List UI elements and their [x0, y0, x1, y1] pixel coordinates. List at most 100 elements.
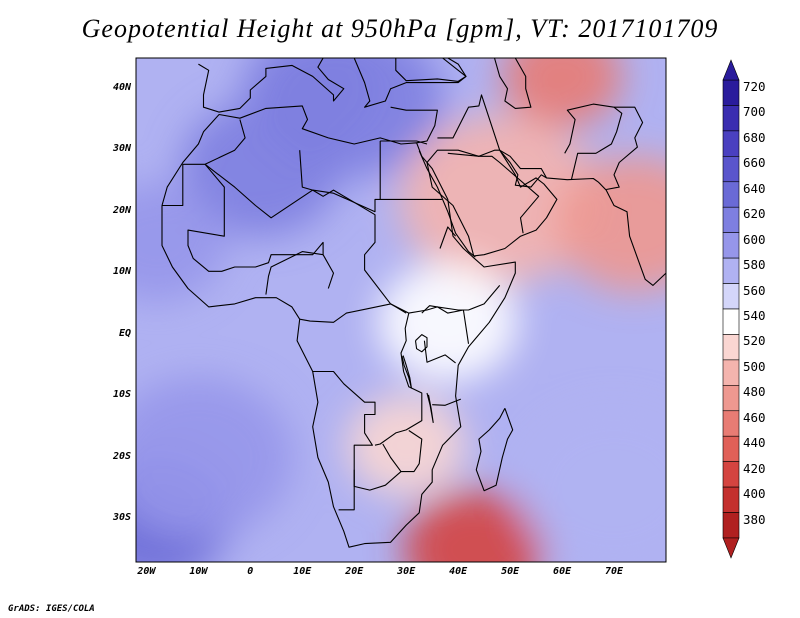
lon-label: 60E [553, 566, 572, 577]
lon-label: 20E [345, 566, 364, 577]
coastline-4 [390, 106, 438, 144]
field-india [554, 155, 666, 292]
colorbar-box [722, 308, 740, 335]
border-0 [204, 141, 381, 219]
colorbar-level-label: 460 [743, 409, 766, 425]
colorbar-box [722, 206, 740, 233]
colorbar-level-label: 520 [743, 333, 766, 349]
coastline-3 [353, 58, 467, 108]
colorbar-box [722, 359, 740, 386]
colorbar [722, 59, 740, 559]
coastline-9 [418, 150, 476, 258]
colorbar-level-label: 700 [743, 104, 766, 120]
coastline-13 [426, 392, 434, 424]
colorbar-bottom-arrow [722, 537, 740, 559]
colorbar-level-label: 680 [743, 129, 766, 145]
lat-label: 20N [112, 204, 131, 216]
coastline-8 [395, 58, 467, 82]
colorbar-level-label: 720 [743, 79, 766, 94]
colorbar-level-label: 540 [743, 308, 766, 323]
colorbar-box [722, 385, 740, 412]
colorbar-box [722, 181, 740, 208]
colorbar-level-label: 400 [743, 486, 766, 502]
lon-label: 70E [605, 566, 624, 577]
colorbar-box [722, 410, 740, 437]
colorbar-level-label: 560 [743, 282, 766, 298]
grads-credit: GrADS: IGES/COLA [8, 604, 95, 614]
lon-label: 10E [293, 566, 312, 577]
field-east-africa [377, 262, 518, 382]
colorbar-level-label: 600 [743, 231, 766, 247]
border-5 [299, 303, 407, 323]
border-17 [564, 103, 623, 180]
colorbar-level-label: 620 [743, 206, 766, 222]
colorbar-box [722, 461, 740, 488]
border-3 [187, 163, 335, 289]
field-moz-channel-low [403, 490, 544, 562]
border-8 [382, 430, 423, 473]
border-9 [353, 469, 402, 491]
map-frame [135, 57, 667, 563]
coastline-0 [161, 105, 516, 548]
border-12 [421, 285, 501, 314]
coastline-2 [198, 58, 345, 113]
lon-label: 20W [137, 566, 156, 577]
field-persia-low [502, 58, 623, 128]
lat-label: 40N [112, 81, 131, 93]
colorbar-box [722, 156, 740, 183]
colorbar-box [722, 130, 740, 157]
coastlines [161, 58, 666, 548]
colorbar-box [722, 257, 740, 284]
coastline-11 [414, 334, 428, 353]
coastline-10 [499, 149, 547, 188]
colorbar-level-label: 440 [743, 435, 766, 451]
colorbar-box [722, 105, 740, 132]
colorbar-box [722, 512, 740, 539]
border-13 [439, 226, 457, 249]
lon-label: 0 [247, 566, 254, 577]
colorbar-box [722, 334, 740, 361]
lat-label: 10N [112, 266, 131, 278]
map-title: Geopotential Height at 950hPa [gpm], VT:… [81, 14, 719, 43]
lon-label: 30E [397, 566, 416, 577]
colorbar-box [722, 79, 740, 106]
coastline-7 [493, 58, 532, 109]
colorbar-level-label: 660 [743, 155, 766, 171]
colorbar-box [722, 232, 740, 259]
border-2 [299, 150, 470, 344]
border-19 [380, 140, 428, 145]
field-se-atlantic [136, 376, 294, 539]
lat-label: EQ [118, 327, 131, 339]
colorbar-box [722, 486, 740, 513]
colorbar-level-label: 580 [743, 257, 766, 273]
coastline-1 [426, 149, 558, 257]
border-11 [432, 398, 462, 406]
field-indian-ocean-south [519, 407, 666, 562]
border-16 [447, 152, 540, 234]
colorbar-level-label: 480 [743, 384, 766, 400]
coastline-5 [499, 149, 666, 286]
lon-label: 10W [189, 566, 208, 577]
coastline-6 [475, 408, 514, 492]
colorbar-box [722, 283, 740, 310]
border-18 [606, 106, 644, 191]
border-15 [437, 94, 501, 151]
lon-label: 50E [501, 566, 520, 577]
colorbar-level-label: 380 [743, 511, 766, 527]
colorbar-level-label: 640 [743, 180, 766, 196]
colorbar-level-label: 420 [743, 460, 766, 476]
colorbar-level-label: 500 [743, 358, 766, 374]
field-sahara-high [180, 100, 341, 237]
lat-label: 20S [112, 450, 131, 462]
border-7 [374, 312, 423, 446]
field-arabia [399, 114, 600, 285]
border-4 [265, 251, 324, 295]
lat-label: 30N [112, 143, 131, 155]
lat-label: 10S [112, 389, 131, 401]
colorbar-box [722, 435, 740, 462]
lat-label: 30S [112, 511, 131, 523]
field-south-africa [346, 394, 467, 497]
lon-label: 40E [449, 566, 468, 577]
field-west-ocean [136, 182, 227, 302]
